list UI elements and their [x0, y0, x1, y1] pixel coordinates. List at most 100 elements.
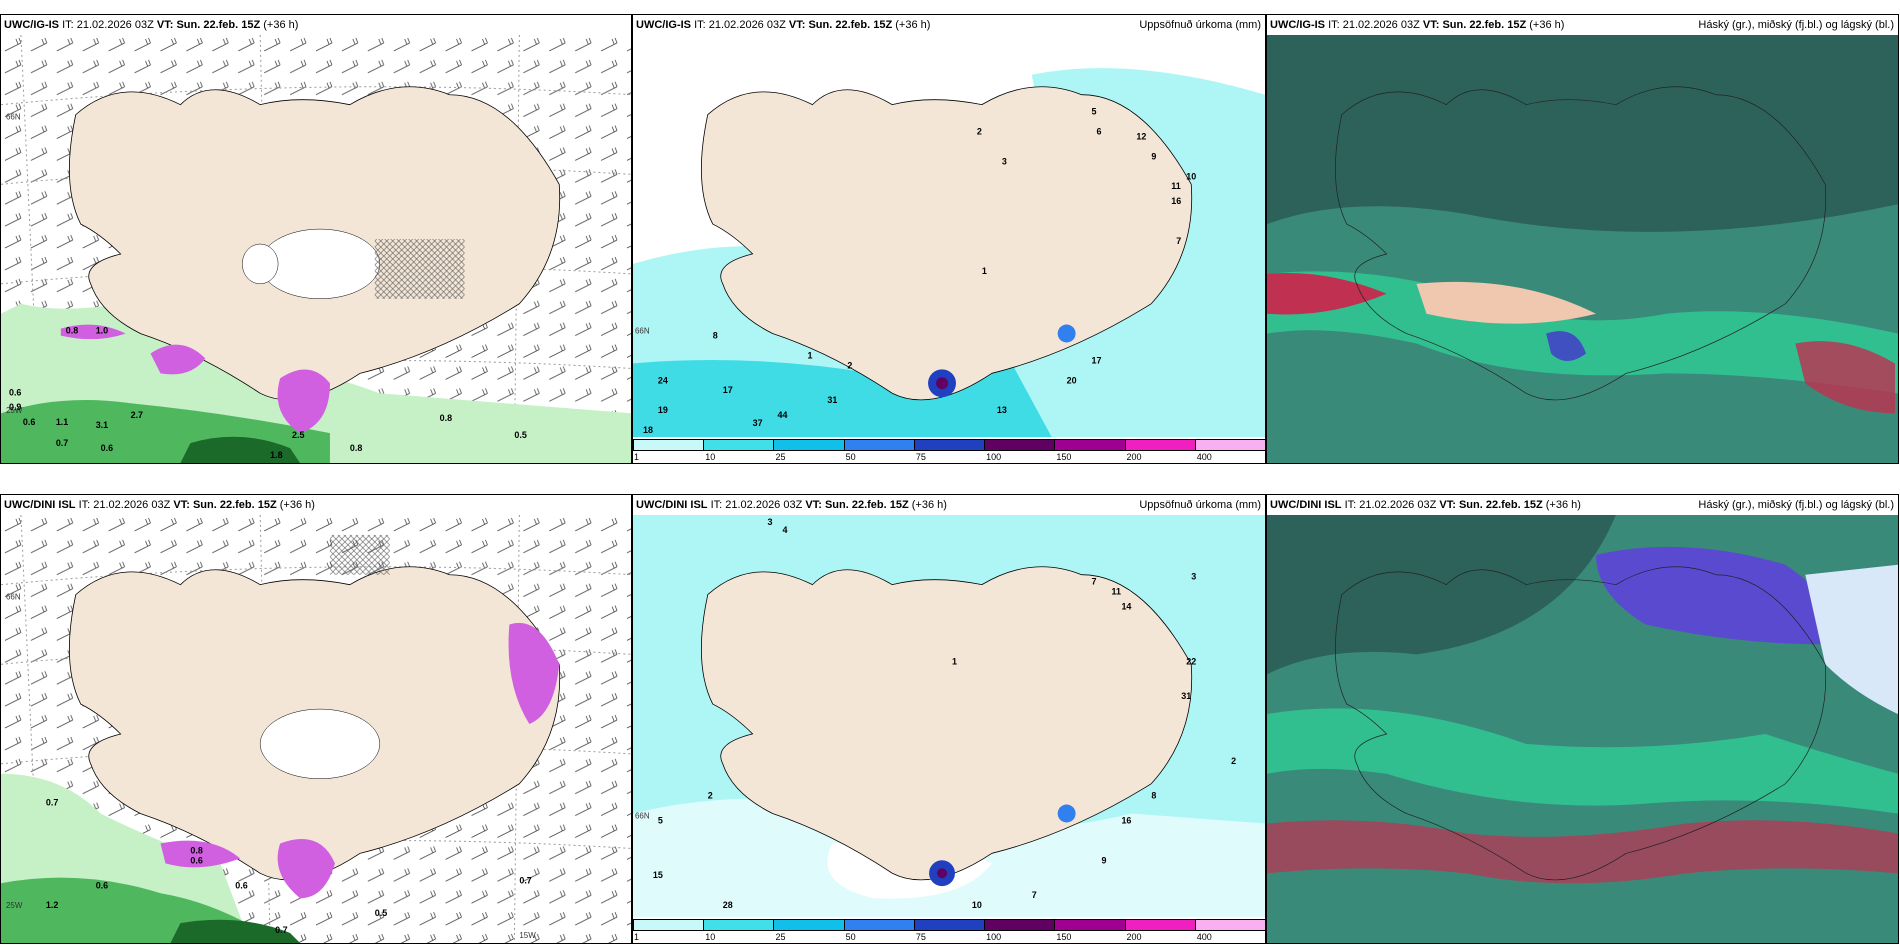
legend-swatch — [773, 920, 844, 930]
precip-value: 22 — [1186, 656, 1196, 666]
precip-value: 1 — [807, 350, 812, 360]
model-name: UWC/DINI ISL — [4, 499, 76, 511]
snow-value: 0.7 — [519, 875, 531, 885]
legend-label: 400 — [1196, 932, 1212, 942]
vt-label: VT: — [156, 19, 174, 31]
precip-value: 19 — [658, 405, 668, 415]
iceland-outline — [1335, 86, 1827, 401]
snow-value: 1.2 — [46, 900, 58, 910]
model-name: UWC/DINI ISL — [1270, 499, 1342, 511]
legend-swatch — [1194, 440, 1265, 450]
lon-label-15w: 15W — [519, 931, 536, 940]
precip-value: 12 — [1136, 131, 1146, 141]
snow-value: 1.8 — [270, 450, 282, 460]
snow-value: 0.6 — [101, 443, 113, 453]
map-wind: 66N 25W 0.6 0.9 0.6 1.1 2.7 3.1 0.7 0.6 … — [1, 35, 631, 463]
precip-value: 2 — [977, 127, 982, 137]
iceland-landmass — [700, 86, 1193, 401]
precip-value: 10 — [972, 900, 982, 910]
precip-blob-east — [1057, 804, 1076, 823]
legend-label: 10 — [705, 452, 716, 462]
field-title: Háský (gr.), miðský (fj.bl.) og lágský (… — [1698, 499, 1894, 511]
panel-header: UWC/IG-IS IT: 21.02.2026 03Z VT: Sun. 22… — [1, 15, 631, 35]
precip-value: 7 — [1176, 236, 1181, 246]
lead-time: (+36 h) — [1529, 19, 1565, 31]
legend-swatch — [633, 920, 704, 930]
precip-max-core — [936, 377, 949, 390]
legend-label: 1 — [634, 932, 640, 942]
precip-value: 2 — [1231, 756, 1236, 766]
precip-value: 16 — [1121, 815, 1131, 825]
cloud-high-west — [1267, 515, 1616, 675]
precip-value: 7 — [1032, 890, 1037, 900]
precip-value: 6 — [1097, 127, 1102, 137]
snow-value: 0.6 — [235, 880, 247, 890]
snow-magenta-sw — [150, 344, 206, 375]
legend-swatch — [843, 440, 914, 450]
field-title: Uppsöfnuð úrkoma (mm) — [1139, 19, 1261, 31]
legend-swatch — [1194, 920, 1265, 930]
panel-wind-snow-row2: UWC/DINI ISL IT: 21.02.2026 03Z VT: Sun.… — [0, 494, 632, 944]
model-name: UWC/IG-IS — [1270, 19, 1325, 31]
legend-colorbar — [633, 439, 1265, 451]
legend-labels: 1 10 25 50 75 100 150 200 400 — [633, 452, 1265, 463]
precip-value: 16 — [1171, 196, 1181, 206]
snow-magenta-east — [508, 622, 560, 725]
precip-value: 31 — [827, 395, 837, 405]
snow-area-dark — [180, 436, 301, 463]
lon-label: 25W — [6, 901, 23, 910]
lat-label: 66N — [6, 593, 21, 602]
cloud-high — [1267, 35, 1898, 232]
model-name: UWC/IG-IS — [4, 19, 59, 31]
precip-value: 1 — [952, 656, 957, 666]
vt-value: Sun. 22.feb. 15Z — [824, 499, 909, 511]
legend-label: 200 — [1126, 452, 1142, 462]
vt-value: Sun. 22.feb. 15Z — [1442, 19, 1527, 31]
cloud-map-svg — [1267, 515, 1898, 943]
legend-label: 50 — [845, 452, 856, 462]
snow-value: 0.6 — [96, 880, 108, 890]
map-wind: 66N 25W 15W 0.7 0.6 1.2 0.6 0.7 0.5 0.7 … — [1, 515, 631, 943]
legend-swatch — [633, 440, 704, 450]
legend-swatch — [1054, 920, 1125, 930]
map-clouds — [1267, 35, 1898, 463]
lat-label: 66N — [635, 327, 650, 336]
it-label: IT: — [694, 19, 706, 31]
legend-swatch — [984, 920, 1055, 930]
legend-swatch — [703, 920, 774, 930]
precip-value: 28 — [723, 900, 733, 910]
panel-header: UWC/DINI ISL IT: 21.02.2026 03Z VT: Sun.… — [633, 495, 1265, 515]
field-title: Háský (gr.), miðský (fj.bl.) og lágský (… — [1698, 19, 1894, 31]
lat-label: 66N — [635, 811, 650, 820]
legend-swatch — [1124, 440, 1195, 450]
cloud-bright-band — [1416, 281, 1596, 324]
hatched-area — [329, 534, 390, 575]
snow-value: 0.5 — [375, 908, 387, 918]
snow-value: 0.5 — [514, 430, 526, 440]
precip-value: 14 — [1121, 602, 1131, 612]
snow-value: 0.7 — [46, 798, 58, 808]
legend-swatch — [703, 440, 774, 450]
glacier-vatnajokull — [259, 708, 381, 780]
precip-value: 3 — [1191, 572, 1196, 582]
model-name: UWC/IG-IS — [636, 19, 691, 31]
it-label: IT: — [78, 499, 91, 511]
snow-value: 1.0 — [96, 326, 108, 336]
vt-value: Sun. 22.feb. 15Z — [808, 19, 893, 31]
panel-precip-row1: UWC/IG-IS IT: 21.02.2026 03Z VT: Sun. 22… — [632, 14, 1266, 464]
it-value: 21.02.2026 03Z — [725, 499, 803, 511]
snow-value: 0.8 — [350, 443, 362, 453]
snow-value: 0.9 — [9, 402, 21, 412]
precip-value: 8 — [713, 330, 718, 340]
hatched-area — [374, 239, 465, 299]
panel-precip-row2: UWC/DINI ISL IT: 21.02.2026 03Z VT: Sun.… — [632, 494, 1266, 944]
cloud-bright-east — [1805, 564, 1898, 715]
legend-label: 1 — [634, 452, 640, 462]
precip-value: 13 — [997, 405, 1007, 415]
snow-value: 0.6 — [190, 855, 202, 865]
legend-swatch — [1054, 440, 1125, 450]
panel-header: UWC/DINI ISL IT: 21.02.2026 03Z VT: Sun.… — [1267, 495, 1898, 515]
vt-value: Sun. 22.feb. 15Z — [176, 19, 261, 31]
precip-value: 5 — [658, 815, 663, 825]
legend-label: 75 — [915, 932, 926, 942]
